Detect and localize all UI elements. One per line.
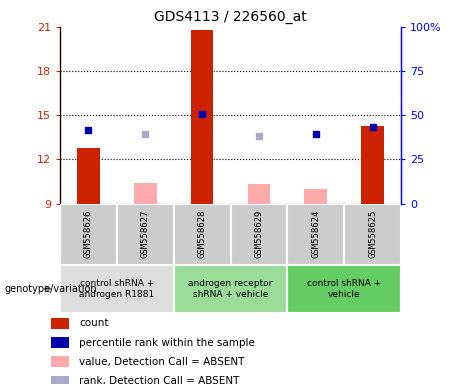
Text: GSM558627: GSM558627 [141,210,150,258]
Text: GSM558624: GSM558624 [311,210,320,258]
Bar [77,147,100,204]
Bar [344,204,401,265]
Bar [248,184,270,204]
Text: value, Detection Call = ABSENT: value, Detection Call = ABSENT [79,357,245,367]
Bar [60,204,117,265]
Bar [51,337,69,348]
Text: rank, Detection Call = ABSENT: rank, Detection Call = ABSENT [79,376,240,384]
Bar [304,189,327,204]
Bar [287,204,344,265]
Bar [191,30,213,204]
Text: control shRNA +
vehicle: control shRNA + vehicle [307,279,381,299]
Text: GSM558628: GSM558628 [198,210,207,258]
Text: GSM558625: GSM558625 [368,210,377,258]
Title: GDS4113 / 226560_at: GDS4113 / 226560_at [154,10,307,25]
Bar [60,265,174,313]
Bar [174,204,230,265]
Text: GSM558629: GSM558629 [254,210,263,258]
Text: GSM558626: GSM558626 [84,210,93,258]
Text: percentile rank within the sample: percentile rank within the sample [79,338,255,348]
Bar [117,204,174,265]
Bar [174,265,287,313]
Text: androgen receptor
shRNA + vehicle: androgen receptor shRNA + vehicle [188,279,273,299]
Bar [134,183,157,204]
Bar [287,265,401,313]
Bar [230,204,287,265]
Bar [51,318,69,329]
Text: genotype/variation: genotype/variation [5,284,97,294]
Text: control shRNA +
androgen R1881: control shRNA + androgen R1881 [79,279,154,299]
Bar [361,126,384,204]
Text: count: count [79,318,109,328]
Bar [51,376,69,384]
Bar [51,356,69,367]
